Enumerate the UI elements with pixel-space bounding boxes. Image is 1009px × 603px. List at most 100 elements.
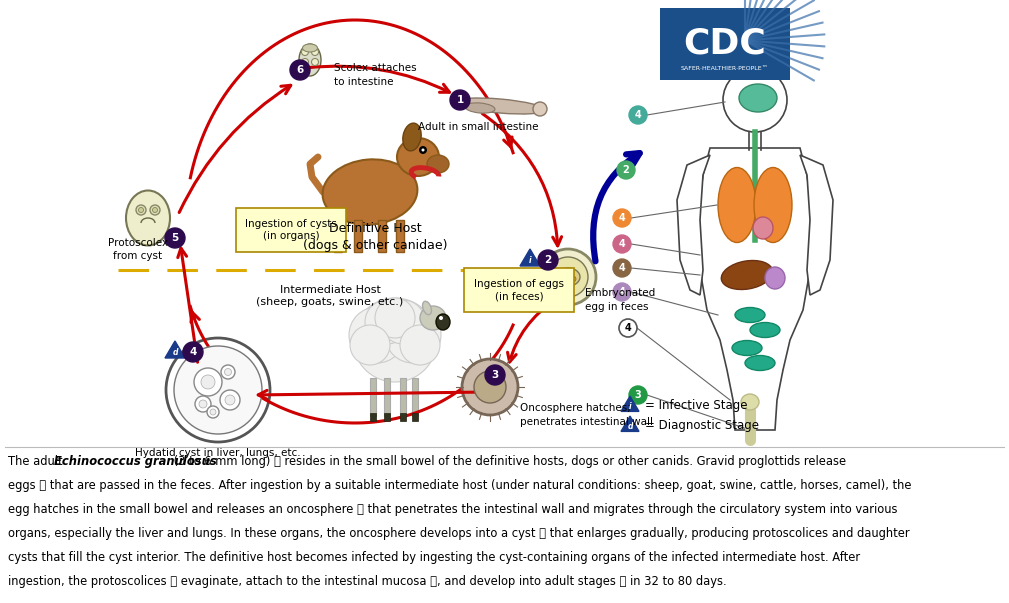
Text: The adult: The adult (8, 455, 67, 468)
Text: 1: 1 (456, 95, 463, 105)
Ellipse shape (718, 168, 756, 242)
Polygon shape (520, 249, 540, 266)
Circle shape (166, 338, 270, 442)
Circle shape (619, 319, 637, 337)
Polygon shape (621, 416, 639, 431)
Circle shape (540, 249, 596, 305)
Text: cysts that fill the cyst interior. The definitive host becomes infected by inges: cysts that fill the cyst interior. The d… (8, 551, 860, 564)
Circle shape (349, 307, 405, 363)
Polygon shape (621, 396, 639, 411)
Circle shape (221, 365, 235, 379)
Text: 4: 4 (190, 347, 197, 357)
Circle shape (381, 300, 425, 344)
Circle shape (613, 235, 631, 253)
Circle shape (302, 48, 309, 55)
Text: 5: 5 (172, 233, 179, 243)
Circle shape (613, 259, 631, 277)
Circle shape (136, 205, 146, 215)
Circle shape (199, 400, 207, 408)
Circle shape (560, 271, 566, 277)
Text: d: d (173, 348, 178, 357)
Circle shape (183, 342, 203, 362)
Circle shape (385, 307, 441, 363)
Ellipse shape (465, 103, 495, 113)
Ellipse shape (303, 44, 318, 52)
Text: 2: 2 (623, 165, 630, 175)
Ellipse shape (739, 84, 777, 112)
Ellipse shape (753, 217, 773, 239)
Text: 4: 4 (619, 287, 626, 297)
Circle shape (150, 205, 160, 215)
Text: i: i (629, 402, 632, 411)
Circle shape (195, 396, 211, 412)
Circle shape (312, 48, 319, 55)
Circle shape (613, 209, 631, 227)
Text: Ingestion of cysts
(in organs): Ingestion of cysts (in organs) (245, 219, 337, 241)
Ellipse shape (735, 308, 765, 323)
Circle shape (462, 359, 518, 415)
Text: 6: 6 (297, 65, 304, 75)
Text: 4: 4 (619, 213, 626, 223)
Text: egg hatches in the small bowel and releases an oncosphere ⓛ that penetrates the : egg hatches in the small bowel and relea… (8, 503, 897, 516)
Ellipse shape (323, 159, 418, 225)
Ellipse shape (721, 260, 773, 289)
Ellipse shape (745, 356, 775, 370)
Bar (378, 220, 386, 252)
Ellipse shape (427, 155, 449, 173)
Text: 3: 3 (491, 370, 498, 380)
Ellipse shape (403, 123, 421, 151)
Text: Hydatid cyst in liver, lungs, etc.: Hydatid cyst in liver, lungs, etc. (135, 448, 301, 458)
Circle shape (207, 406, 219, 418)
Text: Oncosphere hatches;
penetrates intestinal wall: Oncosphere hatches; penetrates intestina… (520, 403, 653, 426)
Circle shape (350, 325, 390, 365)
Text: Protoscolex
from cyst: Protoscolex from cyst (108, 238, 169, 261)
Circle shape (616, 161, 635, 179)
Ellipse shape (741, 394, 759, 410)
Circle shape (565, 280, 571, 286)
Circle shape (548, 257, 588, 297)
Ellipse shape (423, 302, 432, 315)
Circle shape (400, 325, 440, 365)
Polygon shape (677, 155, 710, 295)
Ellipse shape (754, 168, 792, 242)
Ellipse shape (750, 323, 780, 338)
Bar (412, 378, 418, 416)
Text: 4: 4 (619, 239, 626, 249)
Polygon shape (697, 148, 813, 430)
Circle shape (174, 346, 262, 434)
Ellipse shape (397, 138, 439, 176)
Circle shape (533, 102, 547, 116)
Circle shape (629, 386, 647, 404)
FancyBboxPatch shape (464, 268, 574, 312)
Circle shape (302, 58, 309, 66)
Circle shape (312, 58, 319, 66)
Bar (412, 413, 418, 421)
Circle shape (201, 375, 215, 389)
Text: Echinococcus granulosus: Echinococcus granulosus (54, 455, 217, 468)
Circle shape (723, 68, 787, 132)
Text: (3 to 6 mm long) ⓘ resides in the small bowel of the definitive hosts, dogs or o: (3 to 6 mm long) ⓘ resides in the small … (170, 455, 847, 468)
Bar (400, 413, 406, 421)
Ellipse shape (732, 341, 762, 356)
Circle shape (570, 276, 576, 282)
Text: 4: 4 (625, 323, 632, 333)
Bar (400, 378, 406, 416)
Ellipse shape (299, 44, 321, 76)
Circle shape (225, 395, 235, 405)
Ellipse shape (436, 314, 450, 330)
Circle shape (210, 409, 216, 415)
FancyBboxPatch shape (660, 8, 790, 80)
Bar (334, 220, 342, 252)
FancyBboxPatch shape (236, 208, 346, 252)
Circle shape (422, 148, 425, 151)
Ellipse shape (556, 268, 580, 286)
Text: eggs ⓙ that are passed in the feces. After ingestion by a suitable intermediate : eggs ⓙ that are passed in the feces. Aft… (8, 479, 911, 492)
Ellipse shape (126, 191, 170, 245)
Text: 3: 3 (635, 390, 642, 400)
Text: i: i (529, 256, 532, 265)
Bar (370, 378, 376, 416)
Polygon shape (800, 155, 833, 295)
Bar (370, 413, 376, 421)
Polygon shape (165, 341, 185, 358)
Bar (384, 413, 390, 421)
